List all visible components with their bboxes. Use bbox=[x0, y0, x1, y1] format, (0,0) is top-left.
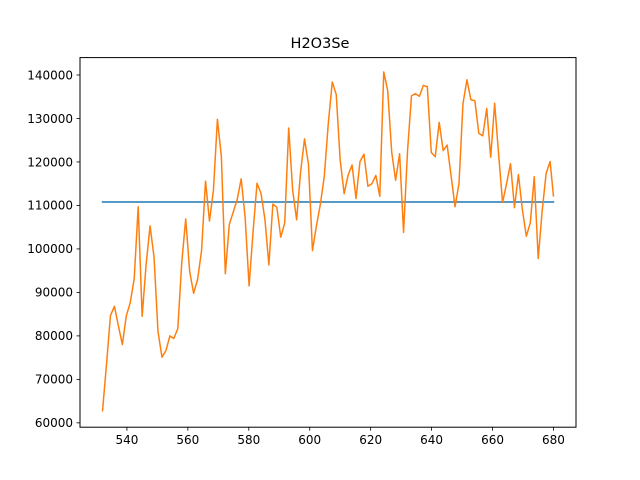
y-axis: 60000 70000 80000 90000 100000 110000 120000 13… bbox=[27, 68, 80, 430]
y-tick-label: 70000 bbox=[35, 373, 73, 387]
x-axis: 540 560 580 600 620 640 660 680 bbox=[115, 427, 565, 447]
x-tick-label: 560 bbox=[176, 433, 199, 447]
chart-title: H2O3Se bbox=[291, 36, 350, 52]
x-tick-label: 600 bbox=[298, 433, 321, 447]
y-tick-label: 90000 bbox=[35, 286, 73, 300]
y-tick-label: 140000 bbox=[27, 68, 73, 82]
y-tick-label: 60000 bbox=[35, 416, 73, 430]
y-tick-label: 100000 bbox=[27, 242, 73, 256]
y-tick-label: 80000 bbox=[35, 329, 73, 343]
plot-frame bbox=[79, 57, 577, 428]
series-line-2 bbox=[101, 71, 555, 412]
y-tick-label: 120000 bbox=[27, 155, 73, 169]
y-tick-label: 130000 bbox=[27, 112, 73, 126]
x-tick-label: 540 bbox=[115, 433, 138, 447]
x-tick-label: 620 bbox=[359, 433, 382, 447]
x-tick-label: 640 bbox=[420, 433, 443, 447]
x-tick-label: 580 bbox=[237, 433, 260, 447]
x-tick-label: 680 bbox=[542, 433, 565, 447]
series-layer bbox=[101, 71, 555, 412]
x-tick-label: 660 bbox=[481, 433, 504, 447]
y-tick-label: 110000 bbox=[27, 199, 73, 213]
